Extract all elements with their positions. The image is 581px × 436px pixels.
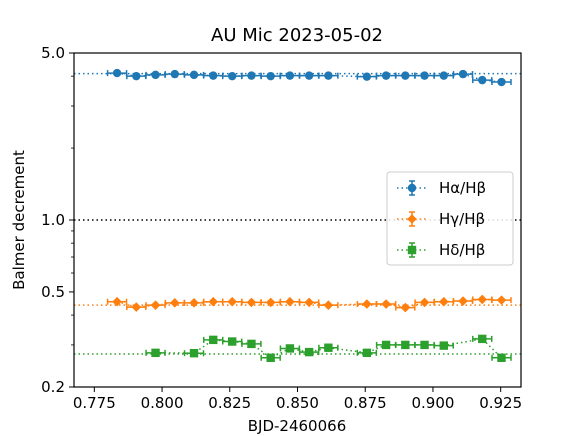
series-1-point — [131, 302, 142, 312]
series-1-point — [304, 297, 314, 308]
series-0-point — [170, 69, 179, 79]
legend-swatch-marker — [407, 245, 417, 255]
series-0-point — [381, 71, 391, 80]
series-2-point — [324, 343, 333, 352]
x-tick-label: 0.925 — [479, 394, 522, 412]
legend-swatch-marker — [407, 214, 417, 224]
series-1-point — [285, 296, 295, 307]
series-1-point — [323, 300, 334, 310]
series-0-point — [228, 71, 237, 81]
series-1-point — [189, 298, 199, 308]
series-0-point — [478, 75, 487, 85]
series-1-point — [150, 300, 161, 310]
series-2-point — [228, 337, 237, 346]
series-2 — [145, 334, 512, 362]
series-2-point — [401, 340, 410, 350]
series-1-point — [246, 297, 257, 308]
series-0-point — [420, 71, 429, 80]
series-2-point — [189, 349, 199, 358]
series-1-point — [477, 294, 488, 305]
series-1-point — [438, 296, 449, 307]
series-2-point — [247, 339, 256, 349]
series-2-point — [497, 353, 506, 362]
series-2-point — [266, 353, 275, 362]
y-tick-label: 1.0 — [41, 211, 65, 229]
x-axis-label: BJD-2460066 — [248, 417, 346, 435]
legend-frame — [386, 171, 514, 266]
series-1-point — [400, 302, 411, 313]
legend-swatch-marker — [407, 183, 417, 193]
series-0-point — [189, 70, 199, 80]
chart-title: AU Mic 2023-05-02 — [211, 25, 383, 46]
series-0-point — [266, 71, 275, 81]
series-2-point — [381, 340, 391, 350]
x-tick-label: 0.900 — [411, 394, 454, 412]
series-1-point — [458, 296, 468, 306]
series-2-point — [151, 348, 160, 358]
series-0-point — [112, 68, 122, 78]
series-1-point — [496, 295, 507, 305]
series-0 — [106, 68, 512, 87]
series-1-point — [419, 297, 430, 308]
x-tick-label: 0.825 — [208, 394, 251, 412]
series-0-point — [285, 71, 295, 80]
y-tick-label: 0.5 — [41, 283, 65, 301]
legend-label-1: Hγ/Hβ — [439, 210, 485, 228]
legend: Hα/Hβ Hγ/Hβ Hδ/Hβ — [386, 171, 514, 266]
series-1-point — [112, 296, 122, 307]
series-0-point — [439, 71, 448, 80]
series-0-point — [209, 71, 218, 80]
series-0-point — [304, 71, 314, 80]
series-1-point — [381, 299, 391, 309]
series-1-point — [169, 298, 180, 308]
series-1-point — [362, 299, 372, 309]
series-0-point — [458, 69, 468, 79]
legend-label-0: Hα/Hβ — [439, 179, 486, 197]
series-0-point — [497, 77, 506, 87]
x-tick-label: 0.800 — [141, 394, 184, 412]
series-2-point — [420, 340, 429, 350]
series-2-point — [285, 344, 295, 353]
series-0-point — [401, 71, 410, 80]
x-tick-label: 0.850 — [276, 394, 319, 412]
series-2-point — [362, 348, 372, 358]
y-tick-label: 5.0 — [41, 44, 65, 62]
series-1-point — [265, 297, 276, 308]
x-tick-label: 0.875 — [344, 394, 387, 412]
series-0-point — [324, 71, 333, 80]
series-0-point — [362, 72, 372, 81]
legend-label-2: Hδ/Hβ — [439, 241, 485, 259]
series-0-point — [151, 70, 160, 80]
y-tick-label: 0.2 — [41, 378, 65, 396]
series-2-point — [209, 335, 218, 345]
series-1-point — [227, 296, 238, 307]
plot-area: 0.775 0.800 0.825 0.850 0.875 0.900 0.925 0.2 0.… — [41, 44, 522, 412]
series-2-point — [478, 334, 487, 344]
series-2-point — [304, 347, 314, 357]
series-1-point — [208, 296, 219, 307]
series-0-point — [132, 71, 141, 81]
series-1 — [106, 294, 512, 313]
y-axis-label: Balmer decrement — [10, 150, 28, 290]
series-0-point — [247, 71, 256, 80]
series-2-point — [439, 341, 448, 350]
x-tick-label: 0.775 — [73, 394, 116, 412]
